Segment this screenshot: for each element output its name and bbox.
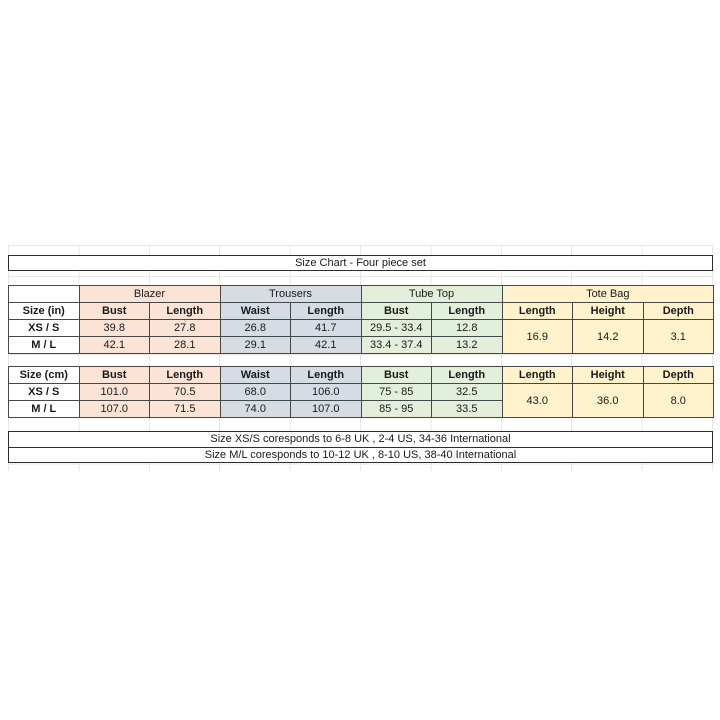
data-cell[interactable]: 74.0 xyxy=(219,400,291,418)
size-table-inches: Blazer Trousers Tube Top Tote Bag Size (… xyxy=(8,285,715,354)
data-cell-merged[interactable]: 16.9 xyxy=(501,319,574,354)
data-cell[interactable]: 39.8 xyxy=(78,319,150,337)
column-header-bust[interactable]: Bust xyxy=(78,366,150,384)
column-header-length[interactable]: Length xyxy=(149,366,221,384)
data-cell[interactable]: 26.8 xyxy=(219,319,291,337)
data-cell[interactable]: 33.4 - 37.4 xyxy=(360,336,432,354)
data-cell[interactable]: 32.5 xyxy=(431,383,503,401)
column-header-length[interactable]: Length xyxy=(290,366,362,384)
column-header-length[interactable]: Length xyxy=(431,366,503,384)
column-header-waist[interactable]: Waist xyxy=(219,302,291,320)
data-cell[interactable]: 27.8 xyxy=(149,319,221,337)
data-cell[interactable]: 42.1 xyxy=(78,336,150,354)
column-header-depth[interactable]: Depth xyxy=(642,366,714,384)
data-cell[interactable]: 29.1 xyxy=(219,336,291,354)
column-header-bust[interactable]: Bust xyxy=(78,302,150,320)
size-row-label[interactable]: XS / S xyxy=(8,383,80,401)
column-header-length[interactable]: Length xyxy=(501,366,573,384)
size-table-centimeters: Size (cm) Bust Length Waist Length Bust … xyxy=(8,366,714,418)
data-row-xs-s: XS / S 39.8 27.8 26.8 41.7 29.5 - 33.4 1… xyxy=(8,319,715,354)
category-cell-tube-top[interactable]: Tube Top xyxy=(360,285,503,303)
empty-corner-cell xyxy=(8,285,80,303)
data-cell-merged[interactable]: 3.1 xyxy=(642,319,715,354)
data-cell[interactable]: 101.0 xyxy=(78,383,150,401)
size-chart-title-bar: Size Chart - Four piece set xyxy=(8,255,713,271)
data-cell-merged[interactable]: 14.2 xyxy=(572,319,644,354)
column-header-depth[interactable]: Depth xyxy=(642,302,715,320)
data-cell[interactable]: 41.7 xyxy=(290,319,362,337)
data-row-m-l: M / L 107.0 71.5 74.0 107.0 85 - 95 33.5 xyxy=(8,400,714,418)
note-row-m-l: Size M/L coresponds to 10-12 UK , 8-10 U… xyxy=(9,447,712,462)
data-cell[interactable]: 70.5 xyxy=(149,383,221,401)
data-cell[interactable]: 107.0 xyxy=(290,400,362,418)
data-cell[interactable]: 33.5 xyxy=(431,400,503,418)
column-header-length[interactable]: Length xyxy=(149,302,221,320)
header-row: Size (cm) Bust Length Waist Length Bust … xyxy=(8,366,714,384)
data-cell[interactable]: 106.0 xyxy=(290,383,362,401)
data-row-xs-s: XS / S 101.0 70.5 68.0 106.0 75 - 85 32.… xyxy=(8,383,714,418)
data-cell[interactable]: 85 - 95 xyxy=(360,400,432,418)
data-cell[interactable]: 42.1 xyxy=(290,336,362,354)
data-cell[interactable]: 71.5 xyxy=(149,400,221,418)
data-cell-merged[interactable]: 36.0 xyxy=(572,383,644,418)
note-text: Size M/L coresponds to 10-12 UK , 8-10 U… xyxy=(204,448,517,461)
column-header-height[interactable]: Height xyxy=(572,302,644,320)
column-header-waist[interactable]: Waist xyxy=(219,366,291,384)
data-cell[interactable]: 107.0 xyxy=(78,400,150,418)
size-row-label[interactable]: M / L xyxy=(8,336,80,354)
column-header-length[interactable]: Length xyxy=(431,302,503,320)
data-cell[interactable]: 12.8 xyxy=(431,319,503,337)
category-row: Blazer Trousers Tube Top Tote Bag xyxy=(8,285,715,303)
size-chart-title: Size Chart - Four piece set xyxy=(295,256,426,269)
data-cell[interactable]: 28.1 xyxy=(149,336,221,354)
data-row-m-l: M / L 42.1 28.1 29.1 42.1 33.4 - 37.4 13… xyxy=(8,336,714,354)
data-cell[interactable]: 13.2 xyxy=(431,336,503,354)
data-cell-merged[interactable]: 43.0 xyxy=(501,383,573,418)
category-cell-trousers[interactable]: Trousers xyxy=(219,285,362,303)
header-row: Size (in) Bust Length Waist Length Bust … xyxy=(8,302,715,320)
category-cell-tote-bag[interactable]: Tote Bag xyxy=(501,285,715,303)
column-header-height[interactable]: Height xyxy=(572,366,644,384)
data-cell-merged[interactable]: 8.0 xyxy=(642,383,714,418)
column-header-length[interactable]: Length xyxy=(501,302,574,320)
note-text: Size XS/S coresponds to 6-8 UK , 2-4 US,… xyxy=(210,433,511,445)
size-row-label[interactable]: XS / S xyxy=(8,319,80,337)
column-header-length[interactable]: Length xyxy=(290,302,362,320)
size-unit-header[interactable]: Size (in) xyxy=(8,302,80,320)
column-header-bust[interactable]: Bust xyxy=(360,302,432,320)
size-conversion-notes: Size XS/S coresponds to 6-8 UK , 2-4 US,… xyxy=(8,431,713,463)
data-cell[interactable]: 75 - 85 xyxy=(360,383,432,401)
column-header-bust[interactable]: Bust xyxy=(360,366,432,384)
note-row-xs-s: Size XS/S coresponds to 6-8 UK , 2-4 US,… xyxy=(9,432,712,447)
data-cell[interactable]: 29.5 - 33.4 xyxy=(360,319,432,337)
size-unit-header[interactable]: Size (cm) xyxy=(8,366,80,384)
category-cell-blazer[interactable]: Blazer xyxy=(78,285,221,303)
data-cell[interactable]: 68.0 xyxy=(219,383,291,401)
size-row-label[interactable]: M / L xyxy=(8,400,80,418)
